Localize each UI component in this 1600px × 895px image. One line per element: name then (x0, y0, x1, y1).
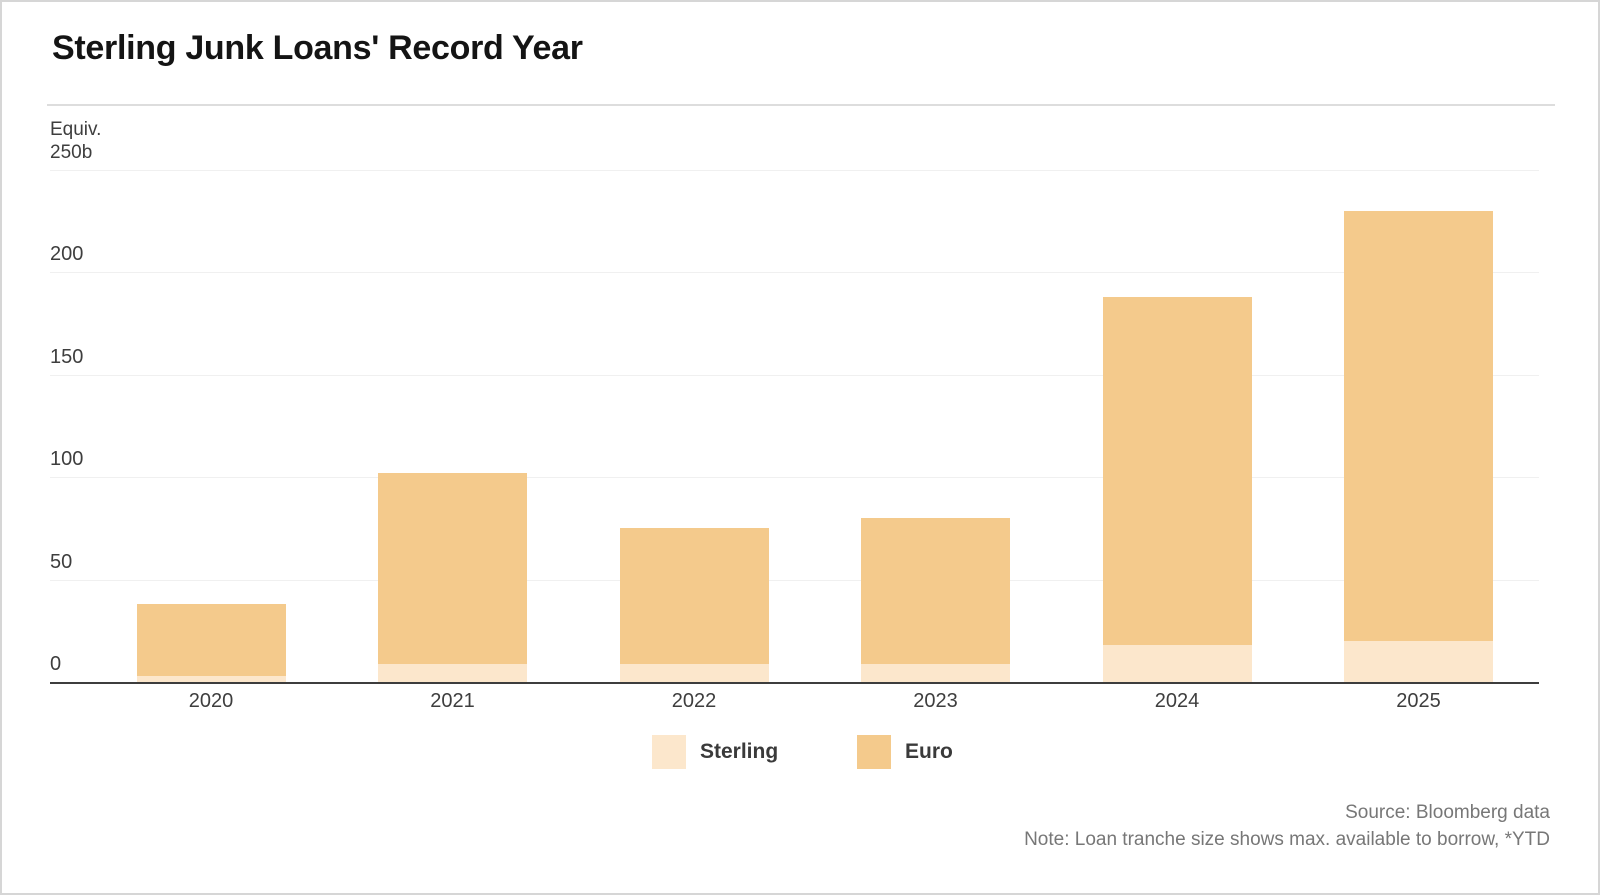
bar-2020-sterling (136, 675, 286, 682)
bar-2021-euro (378, 472, 527, 664)
bar-2020-euro (136, 604, 286, 676)
gridline-250 (50, 169, 1539, 171)
bar-2025-sterling (1344, 641, 1493, 682)
euro-swatch-icon (857, 735, 891, 769)
legend-label-sterling: Sterling (700, 740, 779, 763)
gridline-50 (50, 579, 1539, 581)
bar-2024-sterling (1102, 645, 1252, 682)
legend-item-sterling: Sterling (652, 735, 812, 769)
x-axis-label-2024: 2024 (1154, 690, 1200, 712)
source-line: Source: Bloomberg data (1345, 802, 1550, 823)
bar-2023-sterling (861, 663, 1010, 682)
x-axis-line (50, 682, 1539, 684)
y-axis-unit-label: Equiv. 250b (50, 118, 101, 164)
gridline-150 (50, 374, 1539, 376)
bar-2022-sterling (619, 663, 769, 682)
y-tick-label-200: 200 (50, 243, 84, 265)
y-axis-unit-line2: 250b (50, 142, 93, 163)
bar-2024-euro (1102, 296, 1252, 646)
x-axis-label-2025: 2025 (1396, 690, 1441, 712)
gridline-100 (50, 477, 1539, 478)
x-axis-label-2020: 2020 (188, 690, 234, 712)
chart-title: Sterling Junk Loans' Record Year (52, 29, 583, 67)
source-note-block: Source: Bloomberg data Note: Loan tranch… (1024, 799, 1550, 853)
bar-2022-euro (619, 528, 769, 664)
y-tick-label-50: 50 (50, 550, 73, 573)
x-axis-label-2021: 2021 (430, 690, 475, 712)
gridline-200 (50, 272, 1539, 273)
note-line: Note: Loan tranche size shows max. avail… (1024, 829, 1550, 850)
title-divider (47, 104, 1555, 106)
legend-item-euro: Euro (857, 735, 977, 769)
legend-label-euro: Euro (905, 740, 953, 763)
bar-2021-sterling (378, 663, 527, 682)
y-axis-unit-line1: Equiv. (50, 119, 102, 140)
y-tick-label-0: 0 (50, 653, 62, 675)
legend: Sterling Euro (2, 735, 1598, 769)
y-tick-label-100: 100 (50, 448, 84, 470)
bar-2025-euro (1344, 210, 1493, 641)
sterling-swatch-icon (652, 735, 686, 769)
x-axis-label-2023: 2023 (913, 690, 958, 712)
bar-2023-euro (861, 518, 1010, 664)
y-tick-label-150: 150 (50, 345, 84, 368)
x-axis-label-2022: 2022 (671, 690, 717, 712)
